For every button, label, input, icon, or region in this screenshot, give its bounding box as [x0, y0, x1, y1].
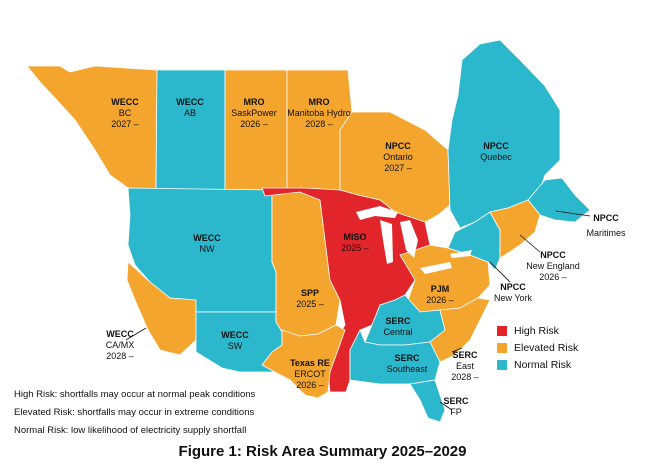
svg-text:MISO: MISO	[343, 232, 366, 242]
svg-text:2026 –: 2026 –	[296, 380, 324, 390]
label-wecc-sw: WECC SW	[221, 330, 249, 351]
svg-text:NPCC: NPCC	[483, 141, 509, 151]
legend-label-normal: Normal Risk	[514, 358, 572, 371]
svg-text:2026 –: 2026 –	[539, 272, 567, 282]
legend-item-elevated: Elevated Risk	[497, 339, 578, 356]
svg-text:2028 –: 2028 –	[451, 372, 479, 382]
region-serc-southeast	[349, 329, 441, 385]
legend-swatch-elevated	[497, 342, 507, 353]
label-npcc-ontario: NPCC Ontario 2027 –	[383, 141, 413, 173]
svg-text:MRO: MRO	[309, 97, 330, 107]
legend-swatch-normal	[497, 359, 507, 370]
svg-text:WECC: WECC	[221, 330, 249, 340]
label-npcc-quebec: NPCC Quebec	[480, 141, 512, 162]
svg-text:Ontario: Ontario	[383, 152, 413, 162]
label-miso: MISO 2025 –	[341, 232, 369, 253]
label-npcc-maritimes: NPCC Maritimes	[555, 210, 626, 238]
svg-text:ERCOT: ERCOT	[294, 369, 326, 379]
svg-text:2028 –: 2028 –	[305, 119, 333, 129]
svg-text:PJM: PJM	[431, 284, 450, 294]
svg-text:BC: BC	[119, 108, 132, 118]
svg-text:2025 –: 2025 –	[341, 243, 369, 253]
svg-text:SERC: SERC	[385, 316, 411, 326]
svg-text:Southeast: Southeast	[387, 364, 428, 374]
label-wecc-bc: WECC BC 2027 –	[111, 97, 139, 129]
svg-text:SaskPower: SaskPower	[231, 108, 277, 118]
svg-text:2028 –: 2028 –	[106, 351, 134, 361]
svg-text:Manitoba Hydro: Manitoba Hydro	[287, 108, 351, 118]
figure-caption: Figure 1: Risk Area Summary 2025–2029	[178, 443, 467, 460]
svg-text:CA/MX: CA/MX	[106, 340, 135, 350]
svg-text:2027 –: 2027 –	[384, 163, 412, 173]
svg-text:FP: FP	[450, 407, 462, 417]
label-npcc-newengland: NPCC New England 2026 –	[519, 234, 580, 282]
region-mro-sask	[224, 69, 288, 191]
svg-text:2025 –: 2025 –	[296, 299, 324, 309]
label-serc-central: SERC Central	[383, 316, 412, 337]
svg-text:Central: Central	[383, 327, 412, 337]
label-npcc-newyork: NPCC New York	[489, 261, 533, 303]
svg-text:Quebec: Quebec	[480, 152, 512, 162]
svg-text:New York: New York	[494, 293, 533, 303]
note-normal: Normal Risk: low likelihood of electrici…	[14, 425, 247, 436]
label-texas-re: Texas RE ERCOT 2026 –	[290, 358, 330, 390]
legend-item-normal: Normal Risk	[497, 356, 578, 373]
svg-text:MRO: MRO	[244, 97, 265, 107]
label-mro-manitoba: MRO Manitoba Hydro 2028 –	[287, 97, 351, 129]
svg-text:SPP: SPP	[301, 288, 319, 298]
svg-text:NPCC: NPCC	[540, 250, 566, 260]
note-high: High Risk: shortfalls may occur at norma…	[14, 389, 256, 400]
region-npcc-newengland	[489, 199, 541, 259]
label-wecc-camx: WECC CA/MX 2028 –	[106, 327, 147, 361]
region-wecc-ab	[155, 69, 226, 191]
svg-text:WECC: WECC	[111, 97, 139, 107]
svg-text:WECC: WECC	[193, 233, 221, 243]
note-elevated: Elevated Risk: shortfalls may occur in e…	[14, 407, 255, 418]
region-serc-east	[429, 297, 491, 363]
risk-definitions: High Risk: shortfalls may occur at norma…	[14, 386, 255, 440]
svg-text:2026 –: 2026 –	[240, 119, 268, 129]
region-serc-fp	[409, 379, 446, 423]
region-wecc-camx	[126, 261, 197, 356]
legend-item-high: High Risk	[497, 322, 578, 339]
legend-label-high: High Risk	[514, 324, 559, 337]
svg-text:NPCC: NPCC	[500, 282, 526, 292]
label-wecc-ab: WECC AB	[176, 97, 204, 118]
svg-text:SW: SW	[228, 341, 243, 351]
legend-label-elevated: Elevated Risk	[514, 341, 579, 354]
svg-text:New England: New England	[526, 261, 580, 271]
label-wecc-nw: WECC NW	[193, 233, 221, 254]
region-npcc-maritimes	[527, 177, 591, 223]
legend-swatch-high	[497, 325, 507, 336]
svg-text:NW: NW	[200, 244, 215, 254]
region-texas-re	[261, 324, 346, 399]
label-mro-sask: MRO SaskPower 2026 –	[231, 97, 277, 129]
label-serc-southeast: SERC Southeast	[387, 353, 428, 374]
svg-text:East: East	[456, 361, 475, 371]
legend: High Risk Elevated Risk Normal Risk	[497, 322, 578, 373]
svg-text:NPCC: NPCC	[593, 213, 619, 223]
svg-text:2026 –: 2026 –	[426, 295, 454, 305]
svg-text:AB: AB	[184, 108, 196, 118]
svg-text:SERC: SERC	[443, 396, 469, 406]
great-lakes	[356, 206, 472, 274]
label-serc-east: SERC East 2028 –	[451, 347, 479, 382]
svg-text:SERC: SERC	[452, 350, 478, 360]
svg-text:Maritimes: Maritimes	[586, 228, 626, 238]
label-spp: SPP 2025 –	[296, 288, 324, 309]
svg-text:Texas RE: Texas RE	[290, 358, 330, 368]
svg-text:WECC: WECC	[176, 97, 204, 107]
svg-text:SERC: SERC	[394, 353, 420, 363]
label-pjm: PJM 2026 –	[426, 284, 454, 305]
label-serc-fp: SERC FP	[439, 396, 469, 417]
svg-text:2027 –: 2027 –	[111, 119, 139, 129]
svg-text:NPCC: NPCC	[385, 141, 411, 151]
svg-text:WECC: WECC	[106, 329, 134, 339]
